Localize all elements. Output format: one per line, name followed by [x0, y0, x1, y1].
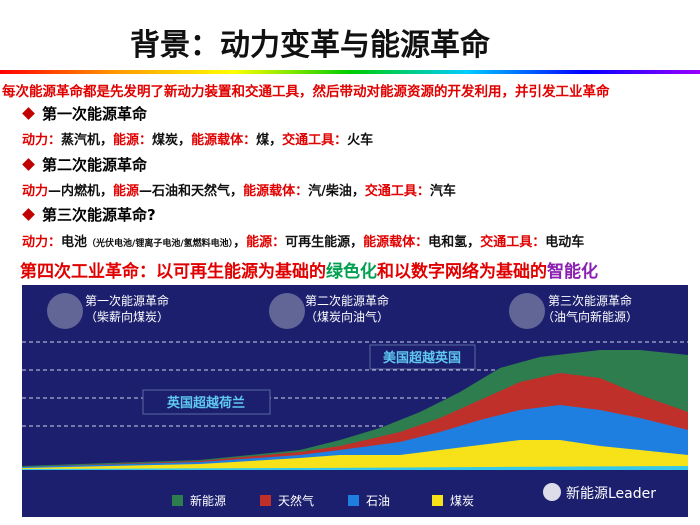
era-subtitle: （柴薪向煤炭）: [85, 309, 169, 324]
text-segment: —石油和天然气，: [139, 184, 244, 199]
heading: 第一次能源革命: [42, 105, 148, 123]
legend-label: 新能源: [190, 493, 226, 508]
rule: [0, 70, 700, 74]
legend-swatch: [172, 495, 183, 506]
era-title: 第二次能源革命: [305, 293, 389, 308]
text-segment: 动力：: [22, 235, 62, 250]
era-title: 第三次能源革命: [548, 293, 632, 308]
line: 动力：电池（光伏电池/锂离子电池/氢燃料电池），能源：可再生能源，能源载体：电和…: [22, 231, 584, 250]
legend-label: 石油: [366, 494, 390, 508]
text-segment: 能源: [113, 184, 140, 199]
legend-swatch: [260, 495, 271, 506]
watermark: 新能源Leader: [566, 486, 656, 502]
text-segment: 能源：: [113, 133, 153, 148]
text-segment: 智能化: [547, 262, 598, 282]
line: 动力：蒸汽机，能源：煤炭，能源载体：煤，交通工具：火车: [22, 129, 373, 148]
text-segment: 交通工具：: [282, 133, 348, 148]
era-subtitle: （油气向新能源）: [542, 309, 638, 324]
text-segment: 煤，: [256, 133, 283, 148]
text-segment: 火车: [347, 133, 374, 148]
watermark-icon: [543, 483, 561, 501]
heading: 第二次能源革命: [42, 156, 148, 174]
text-segment: 第四次工业革命：以可再生能源为基础的: [20, 262, 326, 282]
callout: 英国超越荷兰: [166, 395, 245, 411]
callout-box: [142, 389, 271, 415]
text-segment: 能源载体：: [191, 133, 257, 148]
text-segment: 绿色化: [326, 262, 377, 282]
text-segment: 动力: [22, 184, 49, 199]
legend-label: 天然气: [278, 493, 314, 508]
text-segment: ，: [233, 235, 247, 250]
text-segment: 能源载体：: [363, 235, 429, 250]
intro: 每次能源革命都是先发明了新动力装置和交通工具，然后带动对能源资源的开发利用，并引…: [2, 84, 610, 100]
text-segment: 和以数字网络为基础的: [377, 262, 547, 282]
area-coal: [22, 440, 688, 470]
text-segment: 能源载体：: [243, 184, 309, 199]
text-segment: 煤炭，: [152, 133, 192, 148]
legend-swatch: [432, 495, 443, 506]
text-segment: 交通工具：: [480, 235, 546, 250]
text-segment: 汽/柴油，: [308, 184, 365, 199]
legend-swatch: [348, 495, 359, 506]
area-base: [22, 466, 688, 470]
text-segment: 交通工具：: [364, 184, 430, 199]
text-segment: 蒸汽机，: [61, 133, 114, 148]
callout-box: [369, 344, 476, 370]
legend-label: 煤炭: [450, 494, 474, 508]
era-circles: [47, 293, 545, 329]
text-segment: —内燃机，: [48, 184, 114, 199]
text-segment: 汽车: [429, 184, 456, 199]
text-segment: 电池: [61, 235, 88, 250]
text-segment: 能源：: [246, 235, 286, 250]
conclusion: 第四次工业革命：以可再生能源为基础的绿色化和以数字网络为基础的智能化: [20, 257, 598, 282]
text-segment: 电动车: [545, 235, 585, 250]
era-subtitle: （煤炭向油气）: [305, 309, 389, 324]
text-segment: （光伏电池/锂离子电池/氢燃料电池）: [87, 239, 234, 249]
callout: 美国超越英国: [383, 350, 461, 366]
line: 动力—内燃机，能源—石油和天然气，能源载体：汽/柴油，交通工具：汽车: [22, 180, 456, 199]
heading: 第三次能源革命?: [42, 206, 156, 224]
text-segment: 电和氢，: [428, 235, 481, 250]
title: 背景：动力变革与能源革命: [130, 28, 490, 63]
era-title: 第一次能源革命: [85, 293, 169, 308]
text-segment: 可再生能源，: [285, 235, 364, 250]
text-segment: 动力：: [22, 133, 62, 148]
